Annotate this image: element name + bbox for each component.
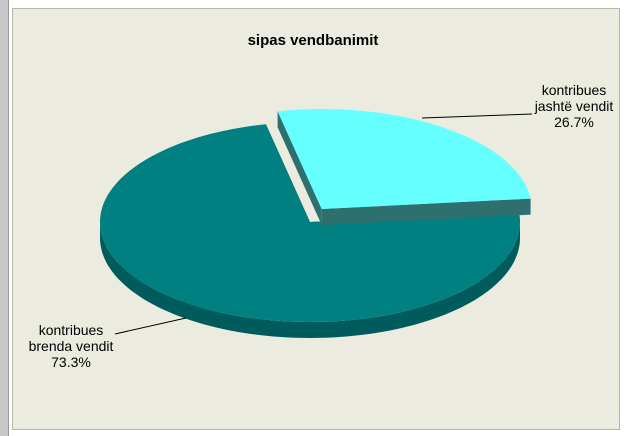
slice-side [100, 222, 520, 338]
slice-label: kontribues jashtë vendit 26.7% [522, 82, 626, 130]
slice-side [321, 198, 531, 225]
slice-name: kontribues brenda vendit [28, 322, 114, 354]
slice-label: kontribues brenda vendit 73.3% [16, 322, 126, 370]
pie-slice [100, 124, 520, 322]
slice-value: 26.7% [554, 114, 594, 130]
slice-value: 73.3% [51, 354, 91, 370]
pie-slice [277, 109, 531, 209]
slice-side [277, 111, 322, 225]
leader-line [421, 113, 533, 119]
leader-line [114, 317, 187, 335]
side-strip [0, 0, 9, 436]
chart-title: sipas vendbanimit [247, 32, 379, 49]
slice-name: kontribues jashtë vendit [534, 82, 614, 114]
